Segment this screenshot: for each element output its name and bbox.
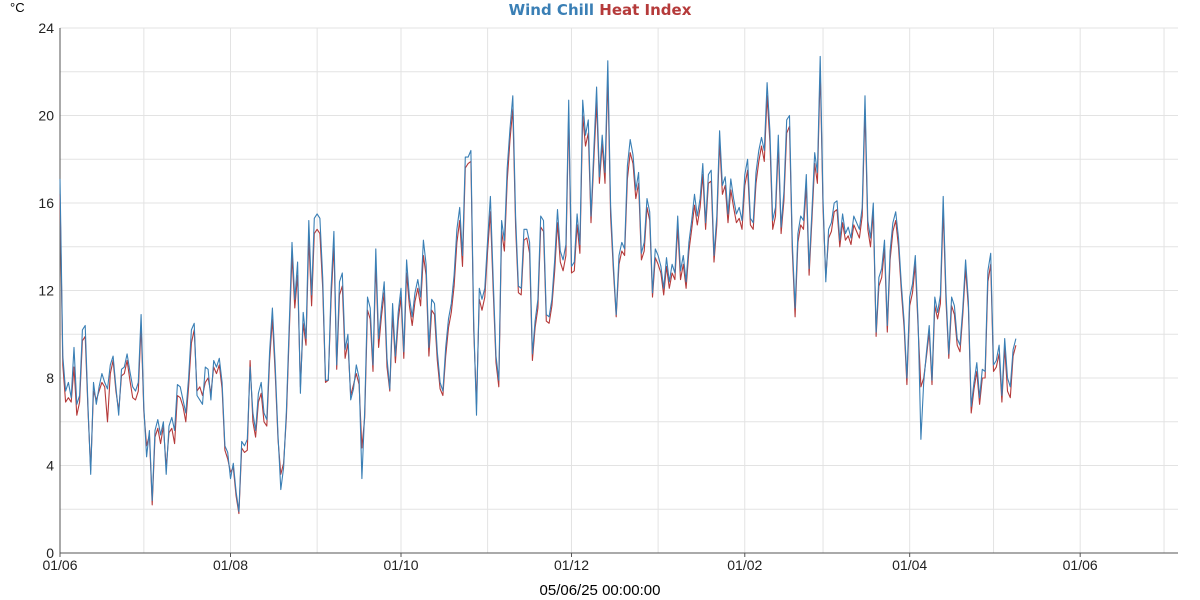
y-axis-unit-label: °C (10, 0, 25, 15)
y-tick-label: 12 (38, 283, 54, 299)
series-line-wind-chill (59, 55, 1017, 512)
series-lines (59, 55, 1017, 515)
y-tick-label: 20 (38, 108, 54, 124)
x-tick-label: 01/06 (1063, 557, 1098, 573)
x-tick-label: 01/06 (42, 557, 77, 573)
chart-title: Wind Chill Heat Index (0, 1, 1200, 19)
x-tick-label: 01/12 (554, 557, 589, 573)
y-tick-label: 16 (38, 195, 54, 211)
title-wind-chill: Wind Chill (508, 1, 595, 19)
y-tick-label: 8 (46, 370, 54, 386)
chart-footer-timestamp: 05/06/25 00:00:00 (539, 582, 661, 599)
x-tick-label: 01/08 (213, 557, 248, 573)
y-tick-label: 4 (46, 458, 54, 474)
y-tick-label: 0 (46, 545, 54, 561)
title-heat-index: Heat Index (599, 1, 692, 19)
axes (59, 28, 1178, 554)
x-tick-label: 01/04 (892, 557, 927, 573)
x-axis-ticks: 01/06 01/08 01/10 01/12 01/02 01/04 01/06 (42, 553, 1098, 573)
grid-lines (59, 27, 1178, 554)
x-tick-label: 01/02 (727, 557, 762, 573)
y-axis-ticks: 0 4 8 12 16 20 24 (38, 20, 54, 561)
y-tick-label: 24 (38, 20, 54, 36)
series-line-heat-index (59, 69, 1017, 515)
x-tick-label: 01/10 (383, 557, 418, 573)
